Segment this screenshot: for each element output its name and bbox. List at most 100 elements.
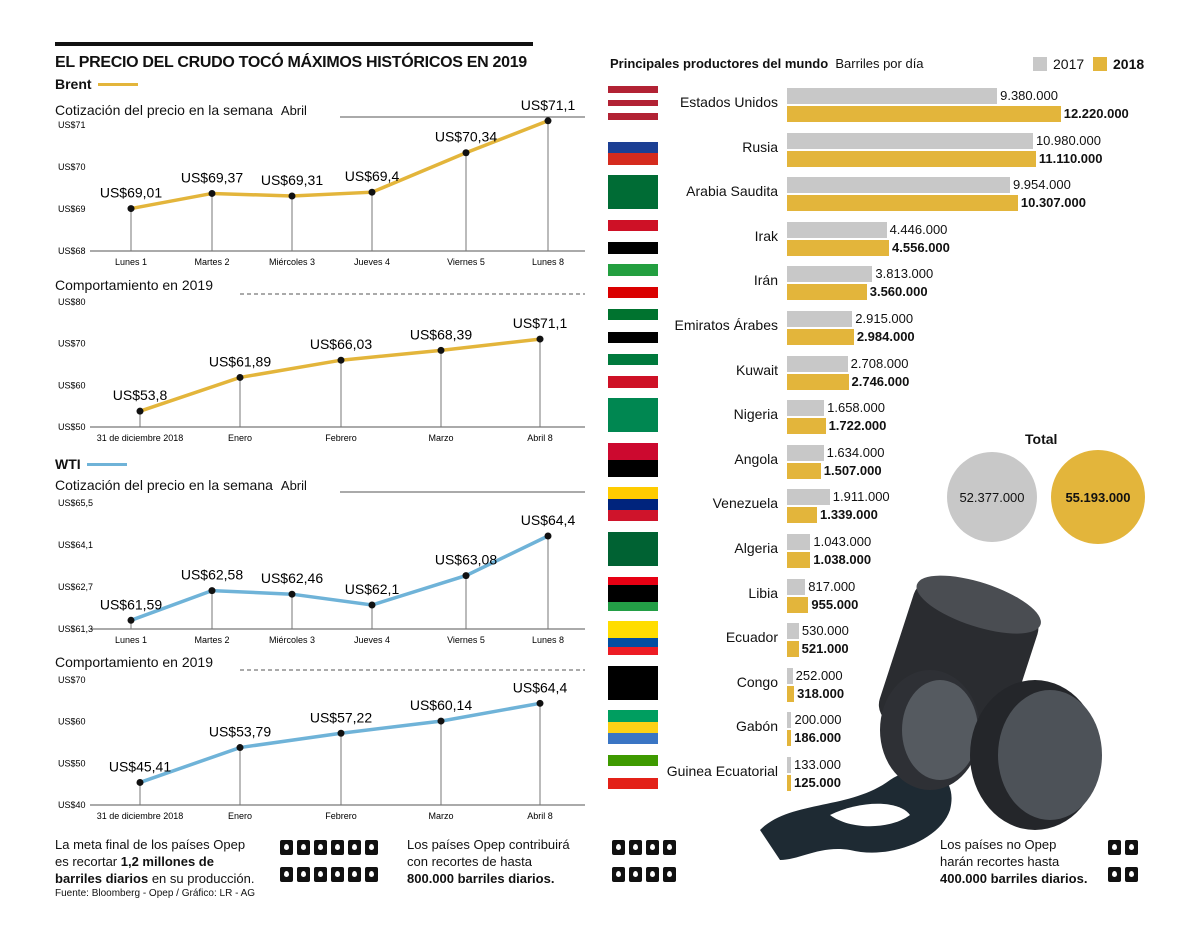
- bar-value-2017: 1.658.000: [827, 400, 885, 416]
- data-label: US$45,41: [109, 758, 171, 774]
- x-tick-label: Febrero: [325, 433, 357, 443]
- brent-2019-title: Comportamiento en 2019: [55, 277, 213, 293]
- bar-2017: [787, 578, 806, 595]
- wti-line-swatch: [86, 463, 127, 467]
- bar-value-2018: 186.000: [794, 730, 842, 746]
- data-point: [368, 601, 376, 609]
- total-2018-circle: 55.193.000: [1051, 450, 1145, 544]
- oil-drop-icon: [629, 867, 642, 882]
- source-note: Fuente: Bloomberg - Opep / Gráfico: LR -…: [55, 888, 256, 899]
- data-point: [536, 335, 544, 343]
- bar-2018: [787, 195, 1018, 212]
- bar-value-2018: 2.984.000: [856, 329, 915, 344]
- oil-drop-icon: [331, 840, 344, 855]
- bar-2018: [787, 418, 826, 435]
- bar-value-2018: 1.722.000: [828, 418, 887, 434]
- bar-2018: [787, 329, 854, 345]
- country-name: Ecuador: [725, 629, 778, 646]
- data-label: US$53,8: [113, 387, 168, 403]
- data-label: US$71,1: [521, 97, 576, 113]
- footer-note-2: Los países Opep contribuirá con recortes …: [407, 837, 570, 886]
- oil-drop-icon: [348, 840, 361, 855]
- brent-week-title: Cotización del precio en la semana Abril: [55, 102, 307, 118]
- bar-2017: [787, 311, 853, 327]
- bar-2017: [787, 221, 887, 238]
- data-label: US$70,34: [435, 129, 497, 145]
- data-label: US$60,14: [410, 697, 472, 713]
- x-tick-label: Enero: [228, 811, 252, 821]
- bar-value-2017: 4.446.000: [889, 221, 948, 237]
- y-tick-label: US$71: [58, 120, 86, 130]
- total-2017-circle: 52.377.000: [947, 452, 1037, 542]
- flag-icon: [608, 487, 658, 522]
- data-point: [236, 744, 244, 752]
- wti-legend: WTI: [55, 456, 127, 474]
- producer-row: Emiratos Árabes 2.915.000 2.984.000: [608, 309, 1148, 355]
- data-label: US$64,4: [513, 679, 568, 695]
- bar-value-2018: 12.220.000: [1063, 106, 1129, 121]
- y-tick-label: US$62,7: [58, 582, 93, 592]
- bar-value-2018: 4.556.000: [892, 239, 950, 255]
- data-point: [437, 346, 445, 354]
- y-tick-label: US$68: [58, 246, 86, 256]
- bar-value-2018: 2.746.000: [851, 373, 910, 389]
- flag-icon: [608, 755, 658, 789]
- flag-icon: [608, 175, 658, 210]
- brent-label: Brent: [55, 76, 92, 92]
- x-tick-label: Viernes 5: [447, 635, 485, 645]
- producer-row: Irán 3.813.000 3.560.000: [608, 264, 1148, 310]
- y-tick-label: US$80: [58, 297, 86, 307]
- bar-2017: [787, 355, 848, 372]
- bar-2018: [787, 685, 795, 702]
- country-name: Libia: [748, 584, 778, 601]
- country-name: Emiratos Árabes: [674, 317, 778, 333]
- title-rule: [55, 42, 533, 46]
- bar-value-2017: 1.043.000: [813, 534, 872, 549]
- oil-drop-icon: [663, 867, 676, 882]
- bar-value-2018: 521.000: [801, 641, 849, 657]
- oil-barrels-illustration: [760, 575, 1102, 860]
- country-name: Venezuela: [712, 495, 778, 512]
- producer-row: Libia 817.000 955.000: [608, 576, 1148, 623]
- bar-2017: [787, 757, 791, 773]
- country-name: Kuwait: [735, 361, 778, 378]
- wti-2019-title: Comportamiento en 2019: [55, 654, 213, 670]
- y-tick-label: US$60: [58, 717, 86, 727]
- x-tick-label: Lunes 1: [115, 635, 147, 645]
- x-tick-label: Martes 2: [194, 257, 229, 267]
- oil-drop-icon: [348, 867, 361, 882]
- oil-drop-icon: [297, 867, 310, 882]
- producer-row: Nigeria 1.658.000 1.722.000: [608, 398, 1148, 444]
- country-name: Arabia Saudita: [686, 183, 778, 200]
- data-label: US$68,39: [410, 326, 472, 342]
- bar-value-2018: 125.000: [794, 775, 841, 790]
- legend-2017: 2017: [1033, 56, 1084, 72]
- x-tick-label: Marzo: [428, 811, 453, 821]
- bar-value-2018: 10.307.000: [1020, 195, 1086, 211]
- data-point: [368, 188, 376, 196]
- country-name: Angola: [734, 450, 778, 467]
- flag-icon: [608, 264, 658, 299]
- x-tick-label: 31 de diciembre 2018: [97, 811, 184, 821]
- producer-row: Congo 252.000 318.000: [608, 665, 1148, 712]
- data-point: [536, 699, 544, 707]
- data-point: [208, 189, 216, 197]
- data-label: US$61,59: [100, 596, 162, 612]
- bar-2017: [787, 88, 998, 104]
- oil-drop-icon: [1108, 840, 1121, 855]
- oil-drop-icon: [663, 840, 676, 855]
- y-tick-label: US$70: [58, 339, 86, 349]
- x-tick-label: Lunes 8: [532, 257, 564, 267]
- bar-2018: [787, 730, 792, 747]
- bar-value-2017: 10.980.000: [1035, 132, 1102, 148]
- bar-2017: [787, 623, 799, 640]
- oil-drop-icon: [314, 840, 327, 855]
- data-label: US$62,1: [345, 581, 400, 597]
- data-label: US$61,89: [209, 353, 271, 369]
- bar-value-2017: 200.000: [794, 712, 842, 728]
- flag-icon: [608, 665, 658, 700]
- data-point: [437, 717, 445, 725]
- y-tick-label: US$69: [58, 204, 86, 214]
- flag-icon: [608, 86, 658, 120]
